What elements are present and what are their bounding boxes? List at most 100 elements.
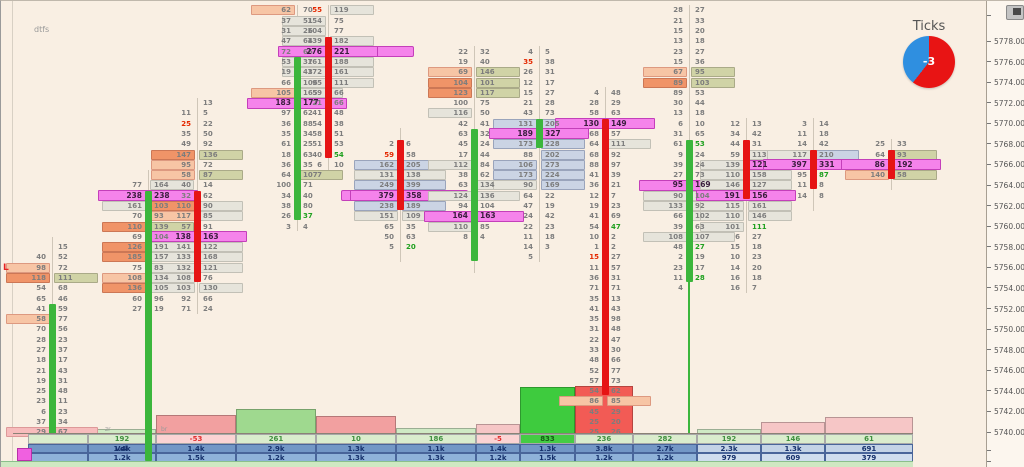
footprint-ask-value: 10 xyxy=(695,119,705,128)
price-axis-label: 5774.00 xyxy=(994,78,1024,88)
volume-cell: 2.9k xyxy=(236,444,316,453)
price-axis-tick xyxy=(987,390,991,392)
footprint-bid-value: 58 xyxy=(589,109,599,118)
footprint-ask-value: 8 xyxy=(819,181,824,190)
footprint-bid-value: 15 xyxy=(589,253,599,262)
footprint-bid-value: 147 xyxy=(176,150,191,159)
footprint-bid-value: 140 xyxy=(870,171,885,180)
price-axis-label: 5754.00 xyxy=(994,283,1024,293)
footprint-bid-value: 11 xyxy=(589,263,599,272)
footprint-bid-value: 5 xyxy=(528,253,533,262)
footprint-bid-value: 11 xyxy=(797,129,807,138)
price-axis-tick xyxy=(987,40,991,42)
candlestick-body xyxy=(685,139,693,282)
footprint-bid-value: 47 xyxy=(523,201,533,210)
footprint-bid-value: 21 xyxy=(523,99,533,108)
footprint-bid-value: 28 xyxy=(673,6,683,15)
footprint-ask-value: 76 xyxy=(203,274,213,282)
footprint-ask-value: 20 xyxy=(406,243,416,252)
mini-label-br: br xyxy=(161,426,168,433)
footprint-bid-value: 22 xyxy=(589,335,599,344)
footprint-ask-value: 109 xyxy=(406,212,421,221)
footprint-ask-value: 136 xyxy=(203,150,218,159)
delta-cell: 61 xyxy=(825,434,913,444)
footprint-bid-value: 69 xyxy=(458,68,468,77)
volume-cell: 1.4k xyxy=(156,444,236,453)
footprint-bid-value: 31 xyxy=(281,27,291,36)
footprint-ask-value: 103 xyxy=(154,201,169,210)
footprint-bid-box xyxy=(493,159,537,170)
footprint-bid-value: 36 xyxy=(589,274,599,282)
footprint-ask-value: 17 xyxy=(545,78,555,87)
footprint-ask-value: 138 xyxy=(406,171,421,180)
footprint-ask-value: 40 xyxy=(480,57,490,66)
footprint-bid-box xyxy=(151,159,195,170)
footprint-bid-value: 58 xyxy=(181,171,191,180)
footprint-ask-value: 37 xyxy=(303,57,313,66)
footprint-bid-value: 238 xyxy=(379,201,394,210)
footprint-bid-value: 16 xyxy=(730,274,740,282)
candlestick-body xyxy=(193,191,201,282)
footprint-ask-value: 57 xyxy=(611,263,621,272)
footprint-bid-value: 19 xyxy=(458,57,468,66)
volume-baseline xyxy=(13,433,913,434)
price-axis-tick xyxy=(987,349,991,351)
footprint-ask-value: 24 xyxy=(695,150,705,159)
footprint-bid-value: 51 xyxy=(312,140,322,149)
delta-cell: 833 xyxy=(520,434,575,444)
footprint-ask-value: 66 xyxy=(334,88,344,97)
footprint-ask-value: 105 xyxy=(154,284,169,293)
price-axis-label: 5744.00 xyxy=(994,386,1024,396)
footprint-bid-value: 126 xyxy=(127,243,142,252)
footprint-ask-value: 27 xyxy=(611,253,621,262)
volume-cell: 1.3k xyxy=(761,444,825,453)
footprint-ask-value: 77 xyxy=(58,315,68,324)
footprint-ask-value: 119 xyxy=(334,6,349,15)
footprint-bid-value: 110 xyxy=(127,222,142,231)
price-axis[interactable]: 5778.00 5776.00 5774.00 5772.00 5770.00 5768.… xyxy=(986,1,1024,467)
footprint-bid-value: 139 xyxy=(307,37,322,46)
footprint-bid-value: 90 xyxy=(673,191,683,200)
selection-marker[interactable] xyxy=(17,448,32,461)
footprint-bid-value: 123 xyxy=(453,88,468,97)
footprint-ask-value: 104 xyxy=(480,201,495,210)
footprint-bid-value: 41 xyxy=(312,109,322,118)
candlestick-body xyxy=(601,119,609,395)
window-button[interactable] xyxy=(1006,5,1024,20)
footprint-bid-value: 3 xyxy=(802,119,807,128)
price-axis-tick xyxy=(987,369,991,371)
footprint-ask-value: 238 xyxy=(154,190,170,200)
footprint-ask-value: 19 xyxy=(154,304,164,313)
footprint-ask-box xyxy=(748,200,792,211)
footprint-ask-value: 24 xyxy=(203,304,213,313)
footprint-bid-box xyxy=(6,273,50,283)
footprint-ask-value: 163 xyxy=(480,211,496,221)
footprint-bid-value: 25 xyxy=(36,387,46,396)
price-axis-tick xyxy=(987,308,991,310)
footprint-bid-value: 14 xyxy=(797,191,807,200)
footprint-ask-value: 146 xyxy=(480,68,495,77)
footprint-ask-value: 31 xyxy=(752,140,762,149)
footprint-bid-value: 41 xyxy=(589,171,599,180)
footprint-bid-box xyxy=(151,149,195,160)
footprint-ask-value: 77 xyxy=(334,27,344,36)
footprint-bid-value: 12 xyxy=(730,119,740,128)
footprint-bid-value: 95 xyxy=(797,171,807,180)
footprint-bid-value: 110 xyxy=(725,171,740,180)
footprint-ask-value: 56 xyxy=(58,325,68,334)
footprint-ask-value: 27 xyxy=(752,232,762,241)
footprint-bid-value: 103 xyxy=(176,284,191,293)
footprint-bid-value: 45 xyxy=(589,407,599,416)
footprint-ask-value: 18 xyxy=(695,109,705,118)
footprint-ask-value: 33 xyxy=(695,16,705,25)
footprint-ask-value: 134 xyxy=(480,181,495,190)
footprint-bid-value: 49 xyxy=(181,140,191,149)
volume-cell xyxy=(28,444,88,453)
footprint-bid-value: 154 xyxy=(307,16,322,25)
footprint-bid-value: 72 xyxy=(281,47,291,56)
footprint-ask-value: 192 xyxy=(897,159,913,169)
footprint-ask-value: 19 xyxy=(695,253,705,262)
footprint-bid-value: 68 xyxy=(589,150,599,159)
watermark-label: dtfs xyxy=(34,25,50,34)
footprint-ask-value: 14 xyxy=(819,119,829,128)
